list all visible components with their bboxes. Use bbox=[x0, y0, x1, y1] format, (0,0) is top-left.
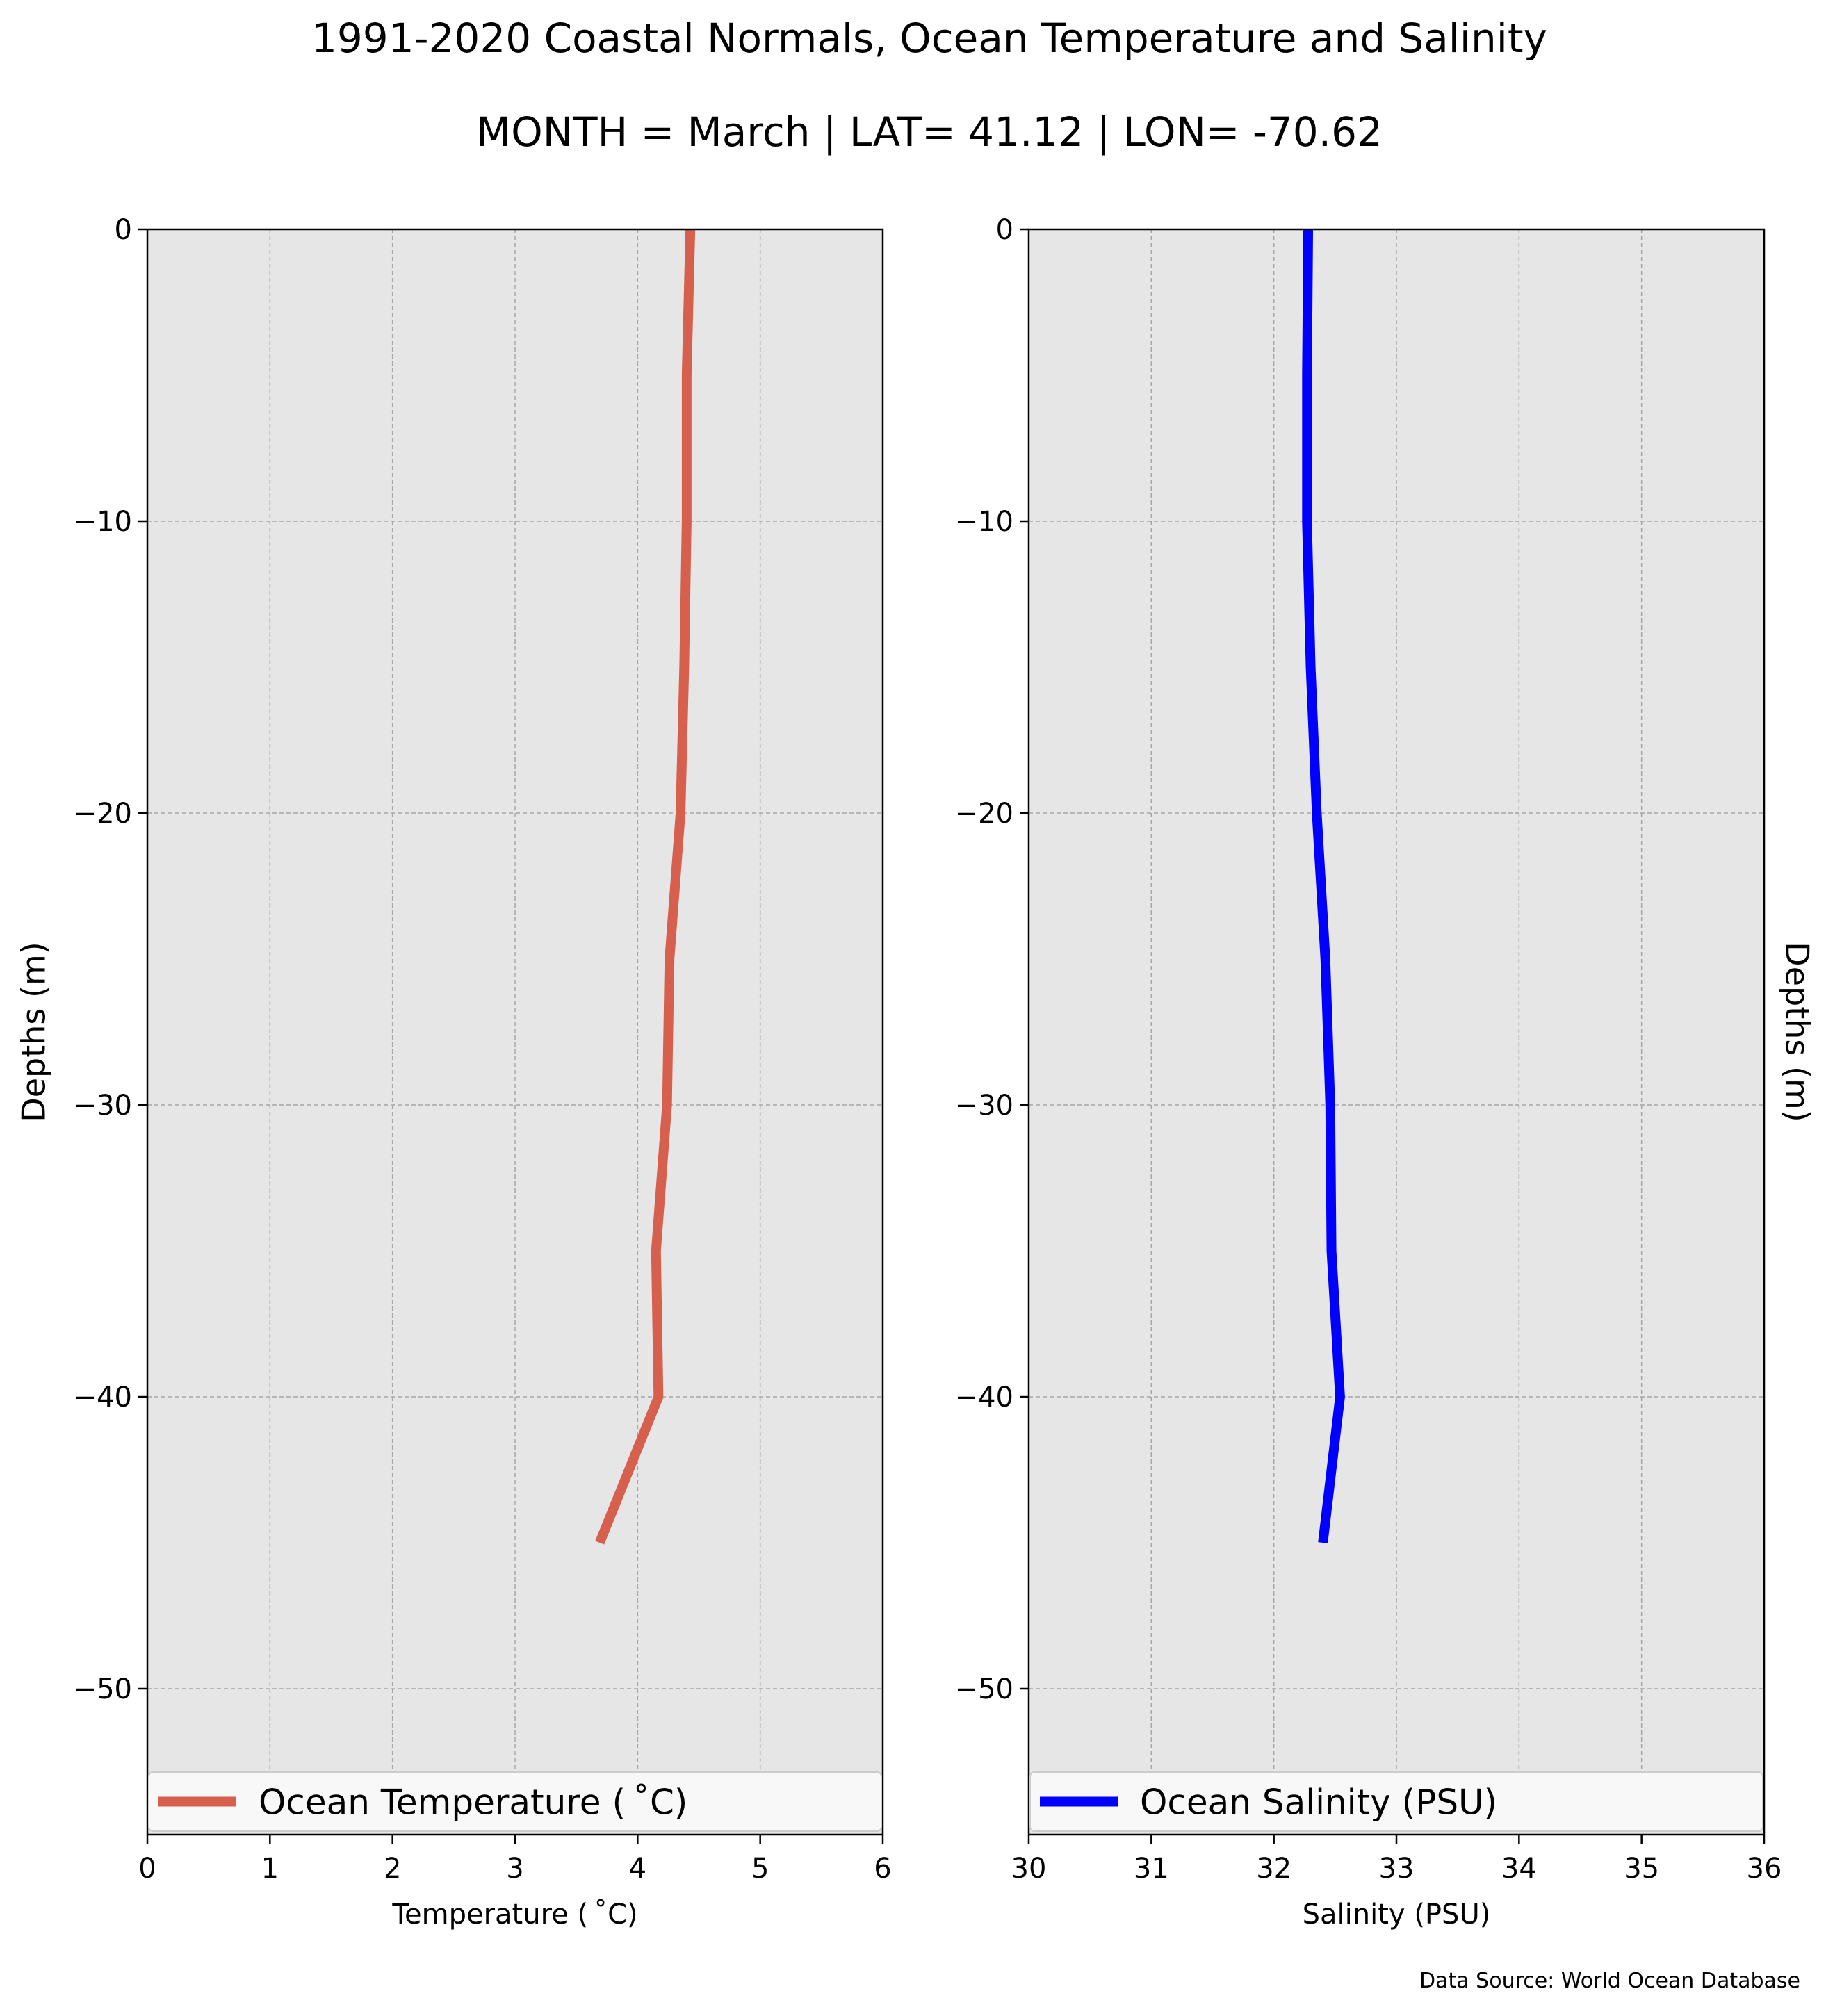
salinity-y-axis-label: Depths (m) bbox=[1779, 942, 1816, 1122]
salinity-x-tick-label: 31 bbox=[1134, 1853, 1169, 1885]
salinity-legend-label: Ocean Salinity (PSU) bbox=[1140, 1783, 1497, 1823]
figure-subtitle: MONTH = March | LAT= 41.12 | LON= -70.62 bbox=[476, 108, 1383, 156]
temperature-x-tick-label: 4 bbox=[629, 1853, 646, 1885]
data-source-note: Data Source: World Ocean Database bbox=[1419, 1969, 1800, 1993]
salinity-panel: 30 31 32 33 34 35 36 0 −10 −20 −30 −40 −50 Salinity (… bbox=[955, 214, 1816, 1931]
salinity-x-tick-label: 34 bbox=[1501, 1853, 1537, 1885]
salinity-y-tick-label: −40 bbox=[955, 1382, 1013, 1413]
temperature-y-tick-label: −20 bbox=[74, 798, 132, 830]
temperature-panel: 0 1 2 3 4 5 6 0 −10 −20 −30 −40 −50 Temperature ( ˚C)… bbox=[15, 214, 892, 1931]
salinity-x-tick-label: 32 bbox=[1256, 1853, 1291, 1885]
temperature-legend-label: Ocean Temperature ( ˚C) bbox=[259, 1783, 687, 1823]
figure-title: 1991-2020 Coastal Normals, Ocean Tempera… bbox=[311, 15, 1547, 62]
salinity-y-tick-label: −20 bbox=[955, 798, 1013, 830]
salinity-x-tick-label: 30 bbox=[1011, 1853, 1047, 1885]
salinity-series-line bbox=[1302, 229, 1345, 1543]
salinity-y-tick-label: −50 bbox=[955, 1673, 1013, 1705]
temperature-y-tick-label: −40 bbox=[74, 1382, 132, 1413]
temperature-x-tick-label: 5 bbox=[751, 1853, 769, 1885]
temperature-y-tick-label: −10 bbox=[74, 506, 132, 538]
salinity-x-tick-label: 35 bbox=[1624, 1853, 1659, 1885]
temperature-x-tick-label: 3 bbox=[506, 1853, 523, 1885]
salinity-y-tick-label: 0 bbox=[996, 214, 1013, 246]
temperature-x-axis-label: Temperature ( ˚C) bbox=[391, 1899, 637, 1931]
temperature-y-tick-label: −30 bbox=[74, 1090, 132, 1122]
temperature-y-tick-label: 0 bbox=[115, 214, 132, 246]
salinity-legend bbox=[1029, 1771, 1763, 1832]
salinity-x-axis-label: Salinity (PSU) bbox=[1303, 1899, 1491, 1931]
temperature-x-tick-label: 6 bbox=[874, 1853, 891, 1885]
temperature-x-tick-label: 2 bbox=[384, 1853, 401, 1885]
temperature-x-tick-label: 0 bbox=[138, 1853, 156, 1885]
temperature-legend bbox=[148, 1771, 882, 1832]
salinity-y-tick-label: −10 bbox=[955, 506, 1013, 538]
temperature-x-tick-label: 1 bbox=[261, 1853, 279, 1885]
salinity-y-tick-label: −30 bbox=[955, 1090, 1013, 1122]
salinity-x-tick-label: 36 bbox=[1747, 1853, 1782, 1885]
temperature-y-tick-label: −50 bbox=[74, 1673, 132, 1705]
temperature-series-line bbox=[595, 229, 696, 1545]
temperature-y-axis-label: Depths (m) bbox=[15, 942, 53, 1122]
salinity-x-tick-label: 33 bbox=[1379, 1853, 1415, 1885]
